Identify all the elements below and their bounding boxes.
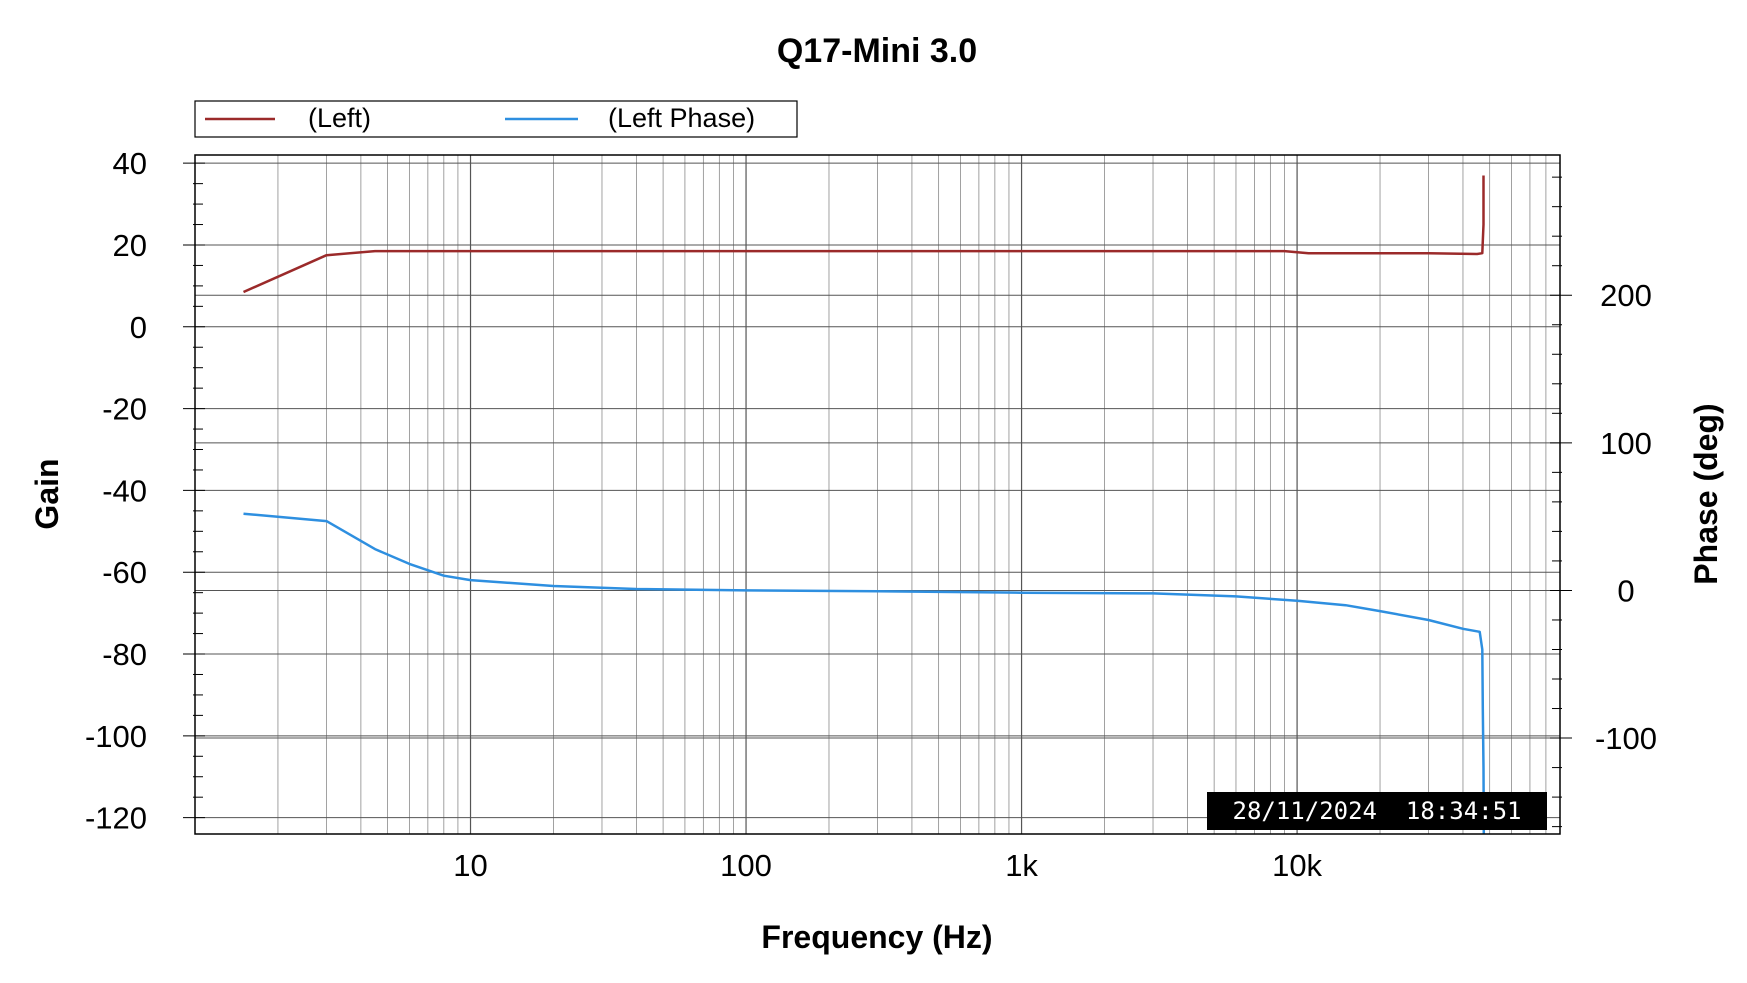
y-tick-label: -100 bbox=[85, 719, 147, 754]
y2-tick-label: 0 bbox=[1617, 573, 1634, 608]
y2-tick-label: 200 bbox=[1600, 278, 1652, 313]
y-tick-label: 20 bbox=[113, 228, 147, 263]
timestamp-annotation: 28/11/2024 18:34:51 bbox=[1207, 792, 1547, 830]
x-tick-label: 10 bbox=[453, 848, 487, 883]
y2-axis-title: Phase (deg) bbox=[1688, 403, 1724, 584]
y-tick-label: -20 bbox=[102, 392, 147, 427]
timestamp-box bbox=[1207, 792, 1547, 830]
series-line-left-phase bbox=[243, 512, 1486, 835]
series-lines bbox=[242, 175, 1486, 835]
tick-labels: 10 100 1k 10k40200-20-40-60-80-100-12020010… bbox=[85, 146, 1657, 883]
y-tick-label: 0 bbox=[130, 310, 147, 345]
legend-box bbox=[194, 100, 798, 138]
y-axis-title: Gain bbox=[29, 458, 65, 529]
x-axis-title: Frequency (Hz) bbox=[761, 919, 992, 955]
y-tick-label: -80 bbox=[102, 637, 147, 672]
grid-lines bbox=[195, 155, 1560, 834]
series-line-left bbox=[242, 175, 1485, 294]
y-tick-label: 40 bbox=[113, 146, 147, 181]
y2-tick-label: -100 bbox=[1595, 721, 1657, 756]
legend: (Left) (Left Phase) bbox=[194, 100, 798, 138]
plot-frame bbox=[194, 154, 1561, 835]
legend-label-left: (Left) bbox=[308, 103, 371, 133]
y2-tick-label: 100 bbox=[1600, 426, 1652, 461]
timestamp-text: 28/11/2024 18:34:51 bbox=[1233, 797, 1522, 825]
chart-title: Q17-Mini 3.0 bbox=[777, 32, 977, 70]
y-tick-label: -120 bbox=[85, 801, 147, 836]
x-tick-label: 10k bbox=[1272, 848, 1322, 883]
y-tick-label: -40 bbox=[102, 473, 147, 508]
x-tick-label: 100 bbox=[720, 848, 772, 883]
y-tick-label: -60 bbox=[102, 555, 147, 590]
x-tick-label: 1k bbox=[1005, 848, 1038, 883]
legend-label-left-phase: (Left Phase) bbox=[608, 103, 755, 133]
